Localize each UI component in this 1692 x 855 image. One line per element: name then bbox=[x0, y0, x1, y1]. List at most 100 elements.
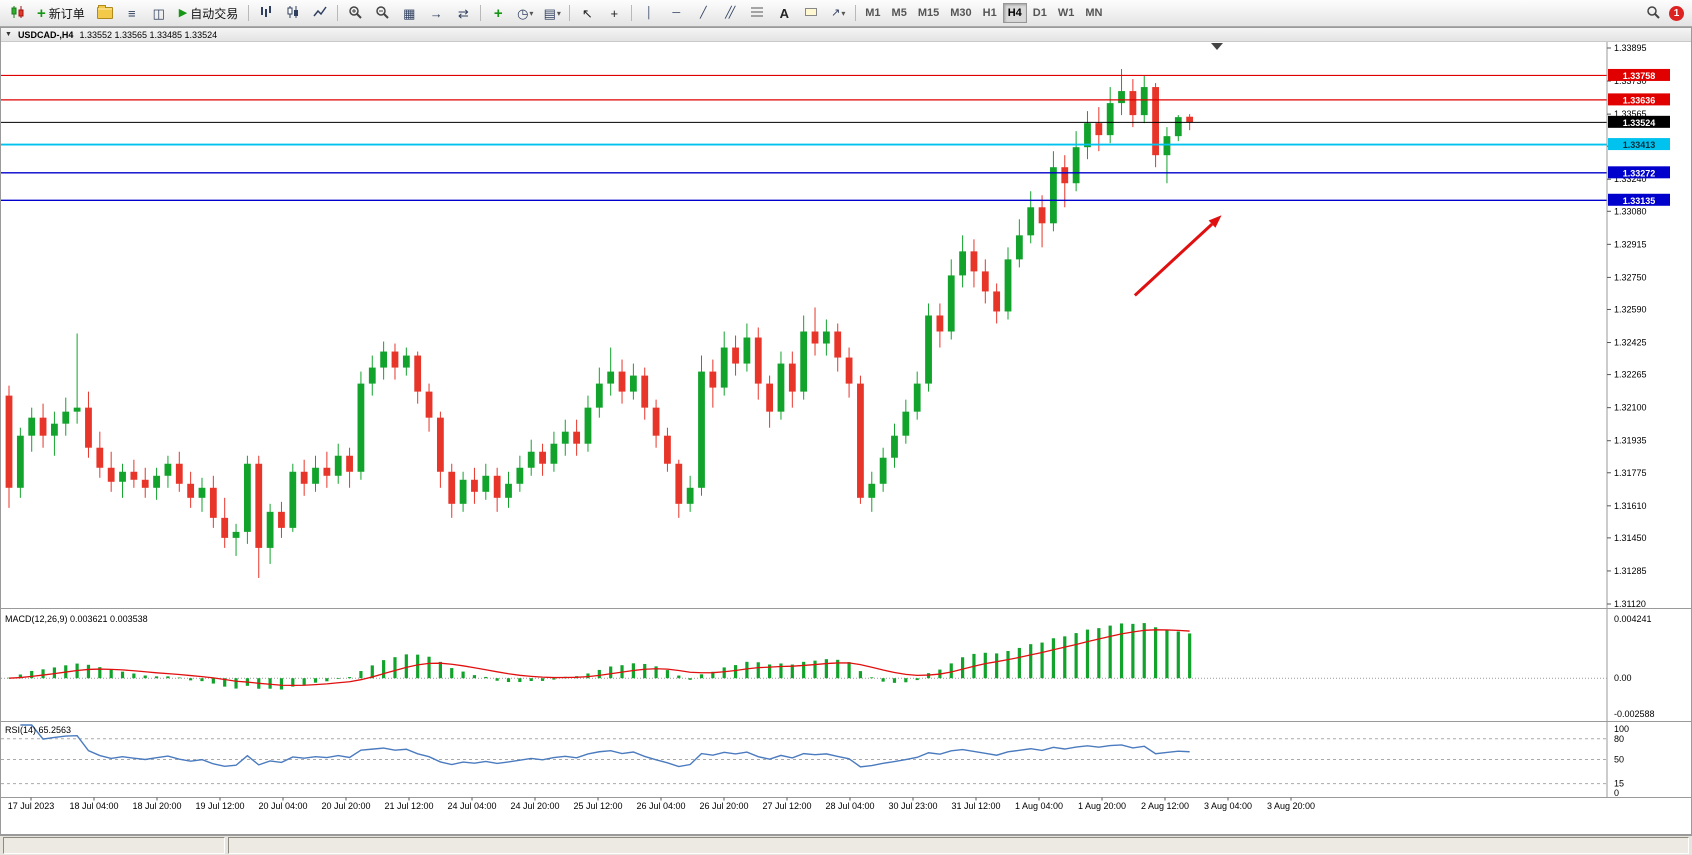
notification-badge[interactable]: 1 bbox=[1669, 5, 1684, 21]
indicators-button[interactable]: + bbox=[485, 2, 511, 24]
collapse-icon[interactable]: ▼ bbox=[5, 31, 12, 38]
timeframe-h4-button[interactable]: H4 bbox=[1002, 3, 1027, 23]
timeframe-m5-button[interactable]: M5 bbox=[891, 7, 907, 19]
toolbar-separator bbox=[337, 5, 339, 21]
new-order-icon: + bbox=[37, 4, 46, 22]
text-icon: A bbox=[779, 5, 789, 21]
zoom-in-button[interactable] bbox=[342, 2, 368, 24]
line-chart-button[interactable] bbox=[307, 2, 333, 24]
chart-title-bar: ▼ USDCAD-,H4 1.33552 1.33565 1.33485 1.3… bbox=[1, 28, 1691, 42]
periods-button[interactable]: ◷ ▾ bbox=[512, 2, 538, 24]
price-badge bbox=[1608, 93, 1670, 106]
svg-text:1.31450: 1.31450 bbox=[1614, 533, 1647, 543]
fibonacci-icon bbox=[750, 5, 764, 22]
tile-windows-button[interactable]: ▦ bbox=[396, 2, 422, 24]
toolbar-separator bbox=[855, 5, 857, 21]
toolbar-separator bbox=[631, 5, 633, 21]
svg-text:21 Jul 12:00: 21 Jul 12:00 bbox=[384, 801, 433, 811]
chart-shift-button[interactable]: ⇄ bbox=[450, 2, 476, 24]
price-badge bbox=[1608, 115, 1670, 128]
svg-text:1.32100: 1.32100 bbox=[1614, 403, 1647, 413]
channel-tool-button[interactable]: ╱╱ bbox=[717, 2, 743, 24]
svg-text:1.33413: 1.33413 bbox=[1623, 140, 1656, 150]
toolbar-separator bbox=[480, 5, 482, 21]
chart-shift-marker[interactable] bbox=[1211, 43, 1223, 50]
auto-scroll-icon: → bbox=[429, 5, 443, 21]
status-cell bbox=[3, 837, 225, 854]
pane-separators bbox=[1, 42, 1691, 798]
horizontal-line-tool-button[interactable]: ─ bbox=[663, 2, 689, 24]
text-tool-button[interactable]: A bbox=[771, 2, 797, 24]
svg-text:28 Jul 04:00: 28 Jul 04:00 bbox=[825, 801, 874, 811]
zoom-in-icon bbox=[348, 5, 362, 22]
cursor-button[interactable]: ↖ bbox=[574, 2, 600, 24]
candlestick-mode-button[interactable] bbox=[280, 2, 306, 24]
profiles-button[interactable] bbox=[92, 2, 118, 24]
search-button[interactable] bbox=[1640, 2, 1666, 24]
template-icon: ▤ bbox=[543, 5, 556, 21]
svg-text:100: 100 bbox=[1614, 724, 1629, 734]
svg-text:18 Jul 04:00: 18 Jul 04:00 bbox=[69, 801, 118, 811]
svg-text:1.33730: 1.33730 bbox=[1614, 76, 1647, 86]
bar-chart-icon bbox=[259, 5, 273, 22]
arrows-tool-button[interactable]: ↗ ▾ bbox=[825, 2, 851, 24]
price-axis[interactable]: 1.338951.337301.335651.334051.332401.330… bbox=[1607, 43, 1670, 609]
new-chart-button[interactable] bbox=[4, 2, 30, 24]
fibonacci-tool-button[interactable] bbox=[744, 2, 770, 24]
trendline-tool-button[interactable]: ╱ bbox=[690, 2, 716, 24]
autotrade-button[interactable]: ▶ 自动交易 bbox=[173, 2, 244, 24]
horizontal-level-lines[interactable] bbox=[1, 74, 1607, 201]
new-order-button[interactable]: + 新订单 bbox=[31, 2, 91, 24]
label-tool-button[interactable] bbox=[798, 2, 824, 24]
search-icon bbox=[1646, 5, 1660, 22]
main-toolbar: + 新订单 ≡ ◫ ▶ 自动交易 ▦ bbox=[0, 0, 1692, 27]
bar-chart-button[interactable] bbox=[253, 2, 279, 24]
toolbar-separator bbox=[248, 5, 250, 21]
templates-button[interactable]: ▤ ▾ bbox=[539, 2, 565, 24]
timeframe-m15-button[interactable]: M15 bbox=[917, 7, 940, 19]
chart-canvas[interactable]: 1.338951.337301.335651.334051.332401.330… bbox=[1, 42, 1691, 817]
time-axis[interactable]: 17 Jul 2023 18 Jul 04:00 18 Jul 20:00 19 Ju… bbox=[8, 797, 1315, 812]
svg-text:24 Jul 20:00: 24 Jul 20:00 bbox=[510, 801, 559, 811]
timeframe-h1-button[interactable]: H1 bbox=[982, 7, 997, 19]
svg-text:3 Aug 04:00: 3 Aug 04:00 bbox=[1204, 801, 1252, 811]
svg-text:1.31285: 1.31285 bbox=[1614, 566, 1647, 576]
candlestick-mode-icon bbox=[286, 5, 300, 22]
svg-text:18 Jul 20:00: 18 Jul 20:00 bbox=[132, 801, 181, 811]
chart-shift-icon: ⇄ bbox=[457, 5, 469, 21]
tile-windows-icon: ▦ bbox=[403, 5, 416, 21]
chart-symbol-title: USDCAD-,H4 bbox=[17, 29, 74, 40]
channel-icon: ╱╱ bbox=[725, 6, 735, 19]
timeframe-mn-button[interactable]: MN bbox=[1085, 7, 1103, 19]
trend-arrow-annotation[interactable] bbox=[1133, 215, 1222, 297]
chevron-down-icon: ▾ bbox=[529, 8, 534, 18]
arrow-shape-icon: ↗ bbox=[831, 6, 841, 19]
svg-text:1 Aug 20:00: 1 Aug 20:00 bbox=[1078, 801, 1126, 811]
svg-text:1.33135: 1.33135 bbox=[1623, 196, 1656, 206]
market-watch-button[interactable]: ≡ bbox=[119, 2, 145, 24]
svg-text:30 Jul 23:00: 30 Jul 23:00 bbox=[888, 801, 937, 811]
auto-scroll-button[interactable]: → bbox=[423, 2, 449, 24]
svg-text:-0.002588: -0.002588 bbox=[1614, 709, 1655, 719]
horizontal-line-icon: ─ bbox=[672, 6, 681, 19]
candlestick-series bbox=[5, 69, 1194, 578]
autotrade-label: 自动交易 bbox=[190, 6, 239, 21]
svg-text:1.32425: 1.32425 bbox=[1614, 338, 1647, 348]
timeframe-d1-button[interactable]: D1 bbox=[1032, 7, 1047, 19]
timeframe-m30-button[interactable]: M30 bbox=[950, 7, 972, 19]
svg-text:1.31610: 1.31610 bbox=[1614, 501, 1647, 511]
data-window-button[interactable]: ◫ bbox=[146, 2, 172, 24]
chart-window: ▼ USDCAD-,H4 1.33552 1.33565 1.33485 1.3… bbox=[0, 27, 1692, 835]
svg-text:1.32915: 1.32915 bbox=[1614, 239, 1647, 249]
svg-text:1.32265: 1.32265 bbox=[1614, 370, 1647, 380]
timeframe-m1-button[interactable]: M1 bbox=[865, 7, 881, 19]
svg-text:19 Jul 12:00: 19 Jul 12:00 bbox=[195, 801, 244, 811]
vertical-line-tool-button[interactable]: │ bbox=[636, 2, 662, 24]
zoom-out-button[interactable] bbox=[369, 2, 395, 24]
svg-text:1.33272: 1.33272 bbox=[1623, 168, 1656, 178]
timeframe-w1-button[interactable]: W1 bbox=[1057, 7, 1075, 19]
svg-text:17 Jul 2023: 17 Jul 2023 bbox=[8, 801, 55, 811]
svg-text:1.31120: 1.31120 bbox=[1614, 599, 1646, 609]
crosshair-button[interactable]: + bbox=[601, 2, 627, 24]
svg-text:20 Jul 04:00: 20 Jul 04:00 bbox=[258, 801, 307, 811]
